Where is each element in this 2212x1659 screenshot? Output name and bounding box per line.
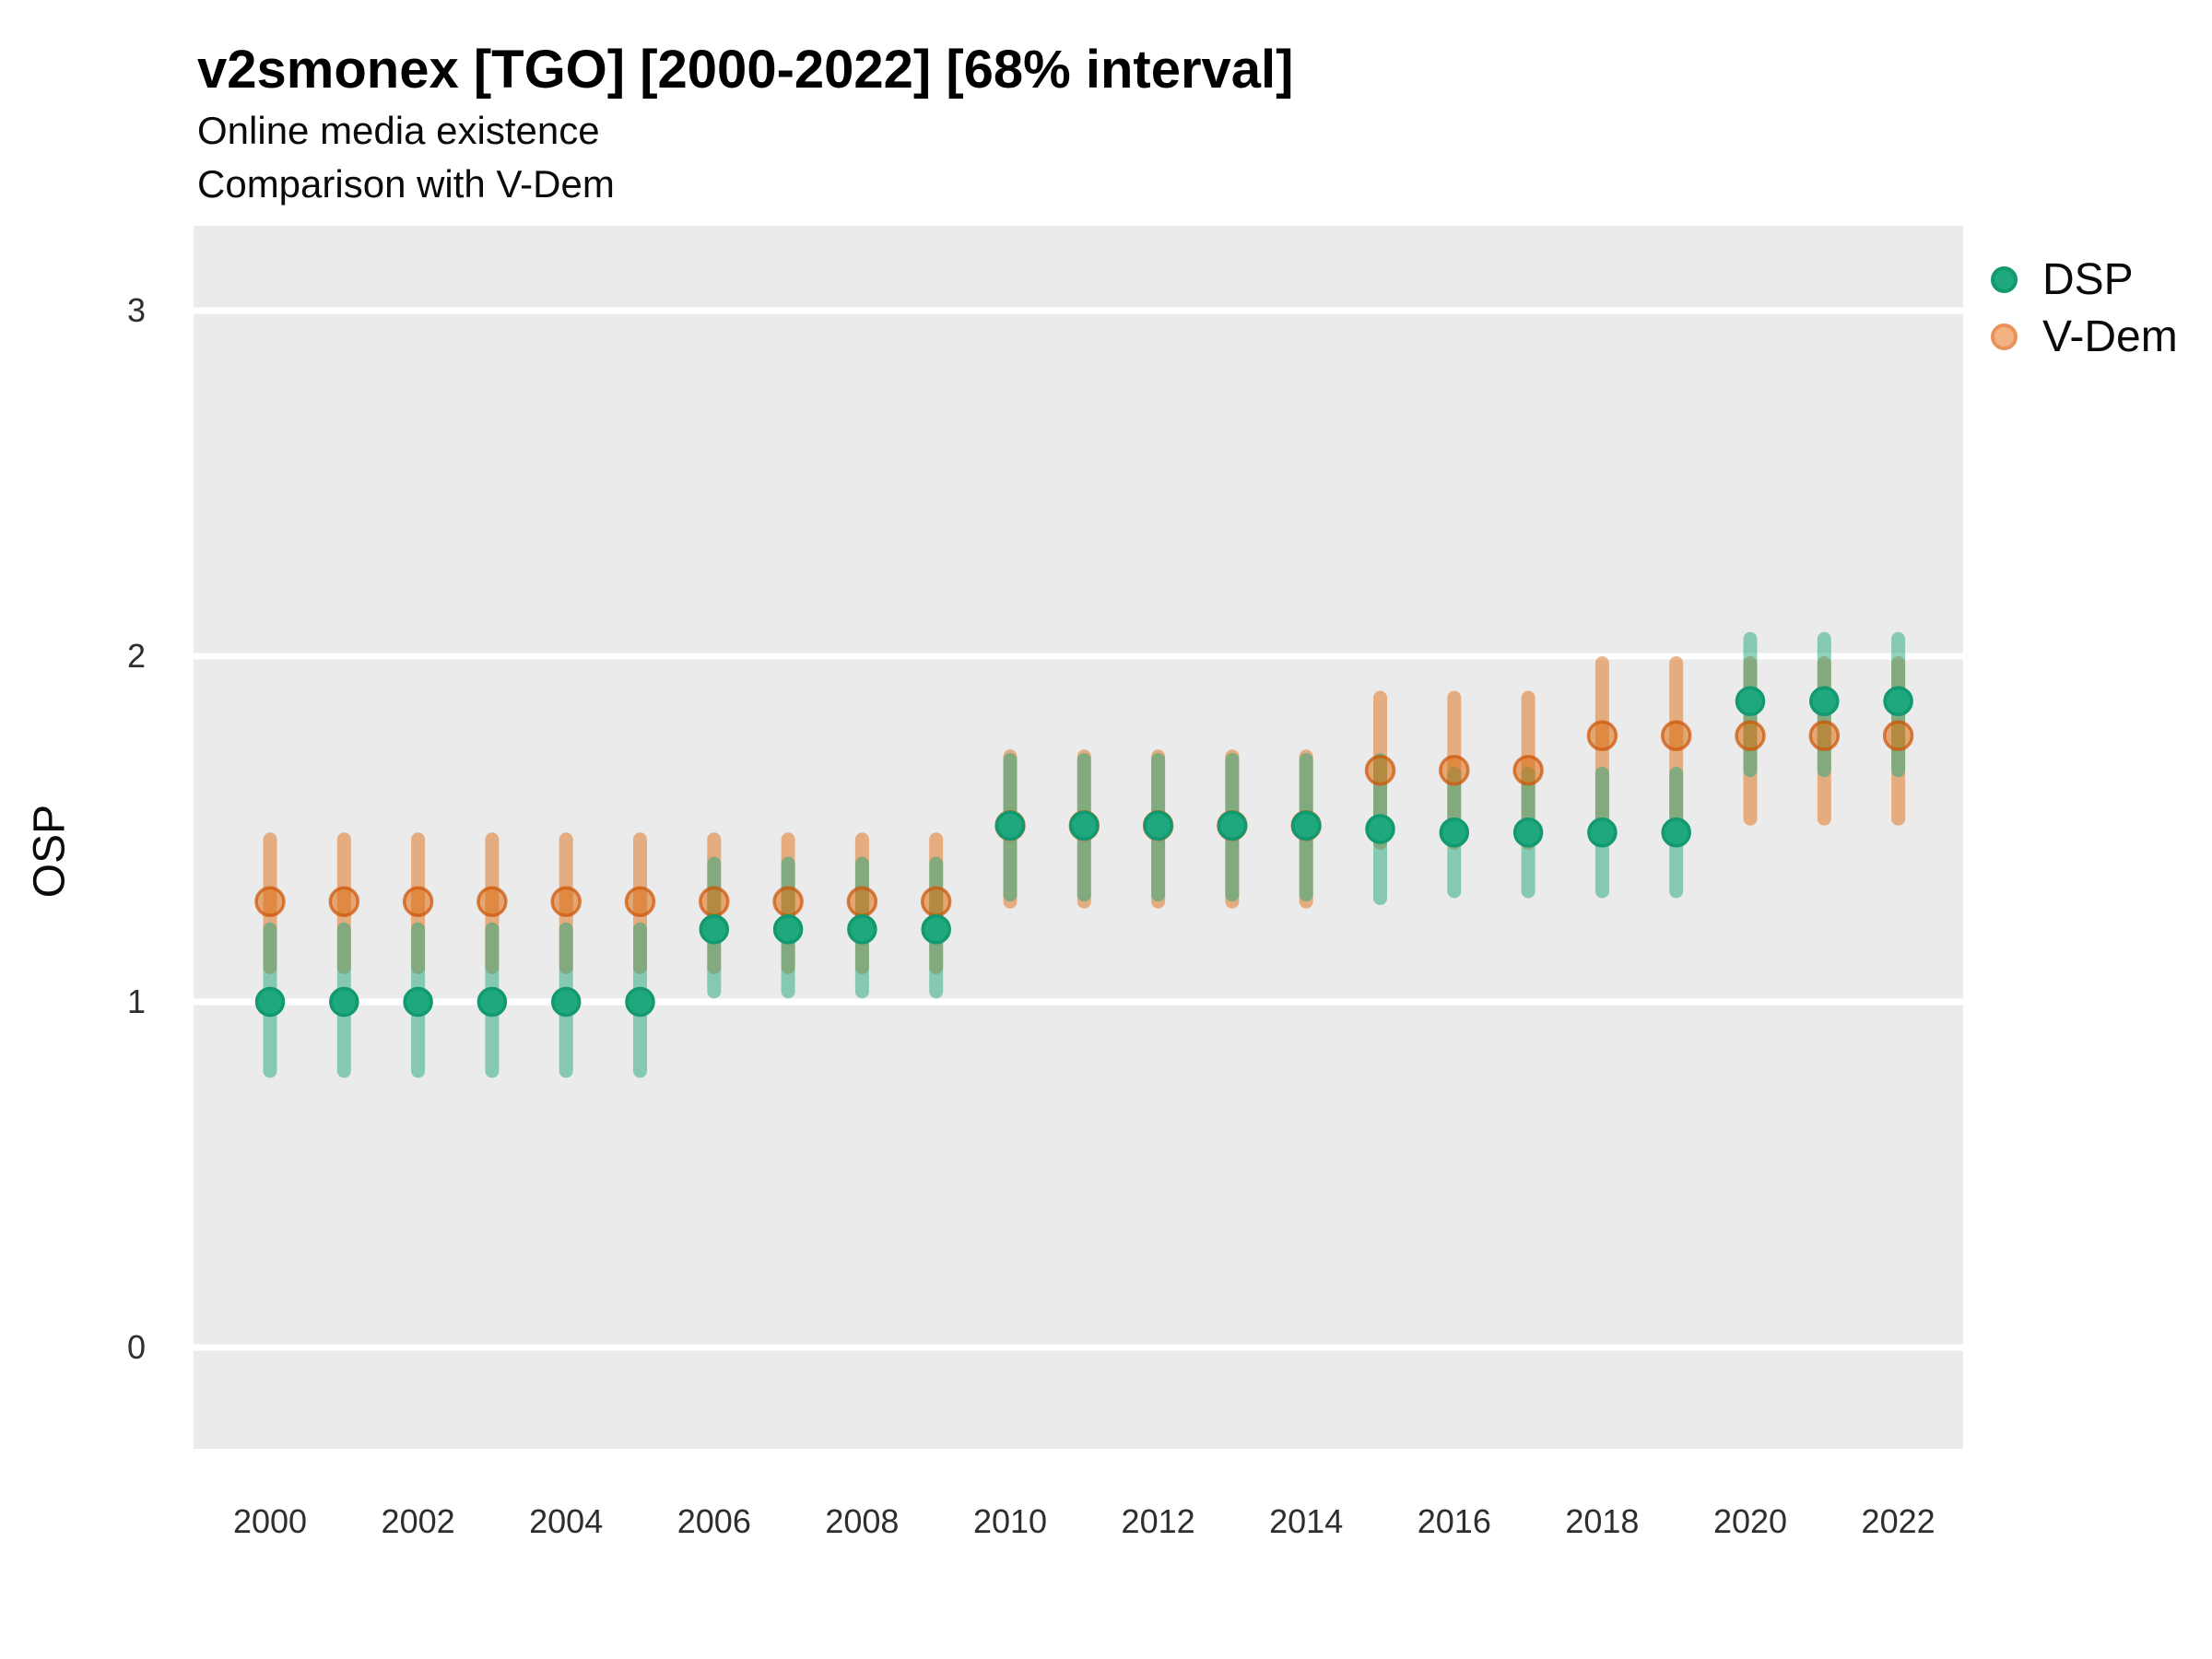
x-tick-label-2018: 2018 — [1565, 1502, 1640, 1540]
dsp-point-2022 — [1883, 686, 1913, 716]
x-tick-label-2022: 2022 — [1861, 1502, 1936, 1540]
dsp-point-2006 — [699, 914, 730, 945]
vdem-point-2017 — [1512, 755, 1544, 786]
y-tick-label-1: 1 — [126, 982, 146, 1020]
vdem-point-2016 — [1439, 755, 1470, 786]
dsp-point-2016 — [1439, 818, 1470, 848]
y-axis-title: OSP — [25, 804, 75, 899]
vdem-point-2007 — [772, 886, 804, 917]
vdem-point-2008 — [846, 886, 878, 917]
dsp-point-2002 — [403, 986, 433, 1018]
chart-title: v2smonex [TGO] [2000-2022] [68% interval… — [197, 40, 1294, 100]
y-tick-label-2: 2 — [126, 637, 146, 675]
dsp-point-2004 — [550, 986, 582, 1018]
vdem-legend-dot-icon — [1991, 323, 2018, 350]
y-tick-label-3: 3 — [126, 291, 146, 329]
legend-item-dsp: DSP — [1991, 251, 2178, 308]
legend-item-vdem: V-Dem — [1991, 308, 2178, 365]
vdem-point-2018 — [1586, 720, 1618, 751]
dsp-point-2008 — [847, 914, 877, 945]
x-tick-label-2002: 2002 — [381, 1502, 455, 1540]
dsp-point-2009 — [921, 914, 951, 945]
plot-panel — [194, 226, 1963, 1449]
vdem-point-2020 — [1735, 720, 1766, 751]
dsp-point-2000 — [254, 986, 286, 1018]
dsp-point-2014 — [1290, 810, 1322, 841]
dsp-point-2005 — [625, 986, 655, 1018]
dsp-point-2018 — [1587, 818, 1618, 848]
vdem-point-2022 — [1882, 720, 1914, 751]
vdem-point-2005 — [624, 886, 656, 917]
dsp-point-2020 — [1735, 686, 1766, 716]
vdem-point-2004 — [550, 886, 582, 917]
dsp-legend-dot-icon — [1991, 265, 2018, 293]
vdem-point-2021 — [1808, 720, 1841, 751]
x-tick-label-2010: 2010 — [972, 1502, 1048, 1540]
x-tick-label-2016: 2016 — [1417, 1502, 1491, 1540]
legend: DSP V-Dem — [1991, 251, 2178, 365]
x-tick-label-2020: 2020 — [1712, 1502, 1788, 1540]
chart-subtitle: Online media existence — [197, 109, 600, 152]
vdem-point-2019 — [1660, 720, 1692, 751]
dsp-point-2010 — [994, 810, 1026, 841]
dsp-point-2001 — [329, 986, 359, 1018]
vdem-point-2006 — [699, 886, 730, 917]
x-tick-label-2014: 2014 — [1269, 1502, 1344, 1540]
legend-label-vdem: V-Dem — [2042, 312, 2178, 361]
x-tick-label-2008: 2008 — [825, 1502, 900, 1540]
x-tick-label-2006: 2006 — [677, 1502, 751, 1540]
dsp-point-2011 — [1069, 810, 1100, 841]
dsp-point-2003 — [477, 986, 508, 1018]
dsp-point-2013 — [1217, 810, 1248, 841]
dsp-point-2007 — [772, 914, 804, 945]
vdem-point-2002 — [402, 886, 434, 917]
x-tick-label-2004: 2004 — [529, 1502, 604, 1540]
y-tick-label-0: 0 — [126, 1328, 146, 1366]
x-tick-label-2000: 2000 — [232, 1502, 308, 1540]
dsp-point-2019 — [1661, 818, 1691, 848]
x-tick-label-2012: 2012 — [1121, 1502, 1195, 1540]
dsp-point-2015 — [1365, 814, 1395, 844]
dsp-point-2021 — [1809, 686, 1840, 716]
chart-subtitle-2: Comparison with V-Dem — [197, 162, 615, 206]
vdem-point-2001 — [328, 886, 360, 917]
dsp-point-2012 — [1143, 810, 1173, 841]
legend-label-dsp: DSP — [2042, 254, 2134, 304]
vdem-point-2000 — [254, 886, 286, 917]
vdem-point-2015 — [1364, 755, 1396, 786]
dsp-point-2017 — [1512, 818, 1544, 848]
vdem-point-2003 — [477, 886, 508, 917]
vdem-point-2009 — [920, 886, 952, 917]
